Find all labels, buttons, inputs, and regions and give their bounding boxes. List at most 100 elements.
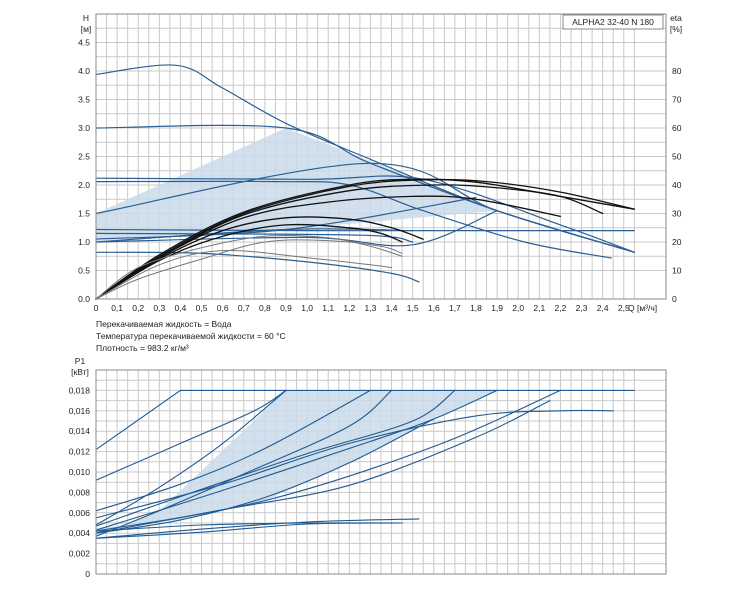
chart-title-frame (562, 14, 664, 30)
flow-tick-label: 0 (94, 303, 99, 313)
power-chart-ticks: 0 0,002 0,004 0,006 0,008 0,010 0,012 0,014 0,01… (69, 385, 91, 579)
efficiency-tick-label: 30 (672, 209, 682, 219)
efficiency-tick-label: 70 (672, 95, 682, 105)
flow-tick-label: 1,3 (365, 303, 377, 313)
head-tick-label: 1.5 (78, 209, 90, 219)
flow-axis-label: Q [м³/ч] (628, 303, 657, 313)
flow-tick-label: 0,5 (196, 303, 208, 313)
head-curve-7 (95, 232, 414, 243)
power-curve-15 (95, 522, 403, 539)
power-axis-label: P1 [кВт] (71, 356, 89, 377)
flow-tick-label: 0,9 (280, 303, 292, 313)
efficiency-curve-18 (95, 235, 403, 300)
flow-tick-label: 1,5 (407, 303, 419, 313)
power-curve-11 (95, 400, 551, 534)
power-tick-label: 0,010 (69, 467, 91, 477)
efficiency-tick-label: 40 (672, 180, 682, 190)
chart-title-box: ALPHA2 32-40 N 180 (562, 14, 664, 30)
power-curve-10 (95, 418, 435, 534)
flow-tick-label: 1,9 (491, 303, 503, 313)
flow-tick-label: 2,3 (576, 303, 588, 313)
flow-tick-label: 0,2 (132, 303, 144, 313)
flow-tick-label: 1,0 (301, 303, 313, 313)
efficiency-tick-label: 0 (672, 294, 677, 304)
power-curve-3 (95, 389, 287, 481)
fluid-note: Перекачиваемая жидкость = Вода (96, 319, 232, 329)
power-curve-7 (95, 389, 456, 527)
flow-tick-label: 2,4 (597, 303, 609, 313)
efficiency-curve-13 (95, 178, 635, 300)
power-tick-label: 0,014 (69, 426, 91, 436)
flow-tick-label: 1,4 (386, 303, 398, 313)
head-efficiency-chart: 0 0,1 0,2 0,3 0,4 0,5 0,6 0,7 0,8 0,9 1,0 1,1 1,2 1,3… (78, 13, 682, 313)
head-curve-10 (95, 228, 414, 243)
flow-tick-label: 2,2 (555, 303, 567, 313)
density-note: Плотность = 983.2 кг/м³ (96, 343, 189, 353)
flow-tick-label: 2,1 (533, 303, 545, 313)
temperature-note: Температура перекачиваемой жидкости = 60… (96, 331, 286, 341)
head-tick-label: 4.5 (78, 38, 90, 48)
power-tick-label: 0,002 (69, 549, 91, 559)
head-chart-series (95, 64, 635, 300)
efficiency-tick-label: 50 (672, 152, 682, 162)
head-tick-label: 3.5 (78, 95, 90, 105)
efficiency-curve-15 (95, 195, 562, 300)
head-tick-label: 3.0 (78, 123, 90, 133)
power-curve-8 (95, 389, 498, 531)
head-chart-ticks: 0 0,1 0,2 0,3 0,4 0,5 0,6 0,7 0,8 0,9 1,0 1,1 1,2 1,3… (78, 38, 682, 314)
head-curve-3 (95, 175, 635, 253)
head-tick-label: 2.5 (78, 152, 90, 162)
power-curve-13 (95, 518, 420, 539)
flow-tick-label: 2,0 (512, 303, 524, 313)
power-tick-label: 0,016 (69, 406, 91, 416)
power-tick-label: 0,018 (69, 385, 91, 395)
power-curve-4 (95, 389, 287, 526)
flow-tick-label: 0,7 (238, 303, 250, 313)
power-tick-label: 0,008 (69, 487, 91, 497)
head-chart-frame (95, 13, 667, 300)
efficiency-tick-label: 80 (672, 66, 682, 76)
head-operating-area (96, 128, 498, 242)
power-chart-series (95, 389, 635, 539)
head-curve-11 (95, 251, 420, 283)
power-tick-label: 0,012 (69, 447, 91, 457)
head-curve-4 (95, 180, 612, 259)
power-chart-frame (95, 369, 667, 575)
flow-tick-label: 1,6 (428, 303, 440, 313)
head-axis-label: H [м] (81, 13, 92, 34)
efficiency-curve-17 (95, 223, 403, 300)
power-tick-label: 0,004 (69, 528, 91, 538)
head-curve-6 (95, 228, 635, 232)
efficiency-tick-label: 20 (672, 237, 682, 247)
efficiency-axis-label: eta [%] (670, 13, 682, 34)
head-tick-label: 1.0 (78, 237, 90, 247)
head-tick-label: 0.0 (78, 294, 90, 304)
flow-tick-label: 0,6 (217, 303, 229, 313)
power-tick-label: 0 (85, 569, 90, 579)
flow-tick-label: 1,8 (470, 303, 482, 313)
head-tick-label: 4.0 (78, 66, 90, 76)
head-tick-label: 0.5 (78, 266, 90, 276)
power-curve-6 (95, 389, 393, 537)
flow-tick-label: 1,7 (449, 303, 461, 313)
flow-tick-label: 0,3 (153, 303, 165, 313)
flow-tick-label: 0,1 (111, 303, 123, 313)
head-chart-grid (95, 14, 666, 299)
efficiency-curve-19 (95, 239, 403, 300)
power-tick-label: 0,006 (69, 508, 91, 518)
flow-tick-label: 1,2 (343, 303, 355, 313)
power-chart: 0 0,002 0,004 0,006 0,008 0,010 0,012 0,014 0,01… (69, 356, 667, 579)
power-curve-12 (95, 409, 614, 519)
efficiency-curve-20 (95, 249, 393, 300)
flow-tick-label: 0,8 (259, 303, 271, 313)
power-curve-2 (95, 389, 181, 451)
flow-tick-label: 2,5 (618, 303, 630, 313)
flow-tick-label: 1,1 (322, 303, 334, 313)
efficiency-tick-label: 60 (672, 123, 682, 133)
fluid-notes: Перекачиваемая жидкость = Вода Температу… (96, 319, 286, 353)
chart-title: ALPHA2 32-40 N 180 (572, 17, 654, 27)
power-curve-5 (95, 389, 371, 512)
flow-tick-label: 0,4 (175, 303, 187, 313)
